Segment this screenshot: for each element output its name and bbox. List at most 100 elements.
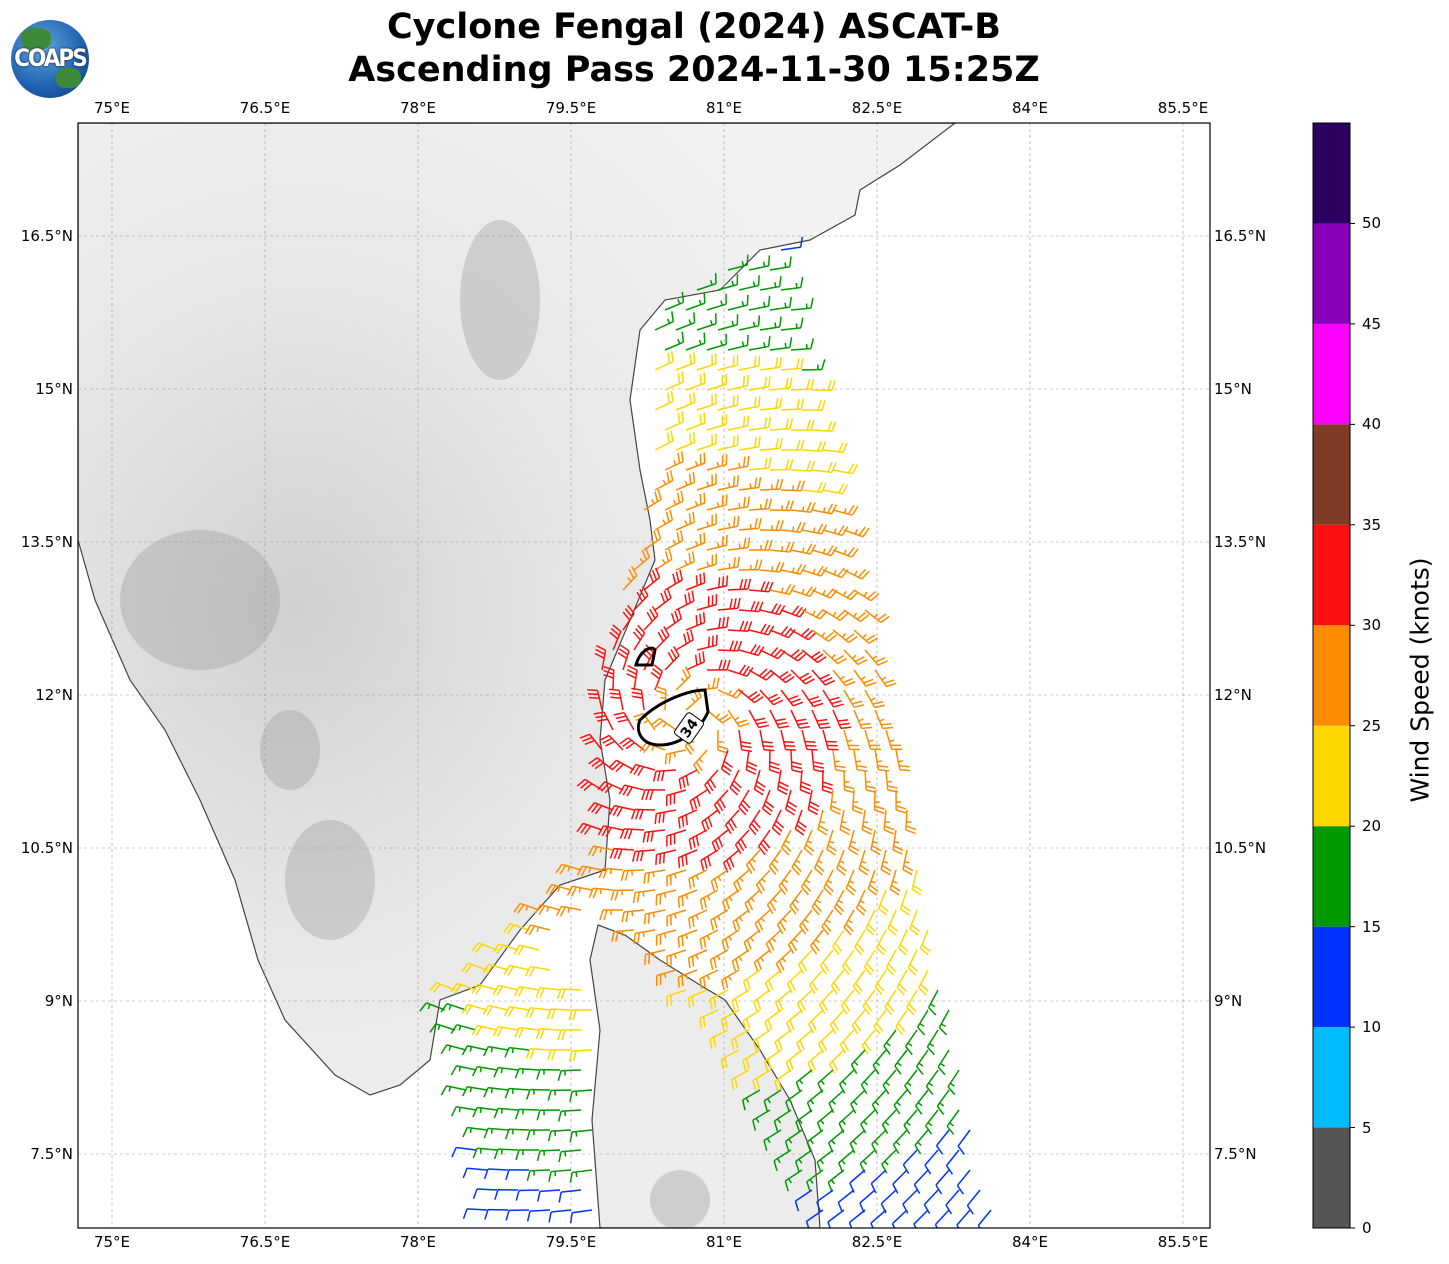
wind-barb — [588, 757, 614, 771]
wind-barb — [503, 923, 530, 934]
wind-barb — [738, 729, 753, 753]
wind-barb — [576, 822, 603, 835]
wind-barb — [642, 829, 666, 843]
wind-barb — [865, 909, 876, 936]
wind-barb — [599, 734, 624, 751]
wind-barb — [655, 969, 677, 986]
wind-barb — [664, 490, 684, 511]
wind-barb — [717, 688, 744, 699]
wind-barb — [503, 964, 530, 976]
wind-barb — [664, 411, 684, 431]
wind-barb — [547, 1129, 572, 1142]
wind-barb — [902, 1189, 918, 1214]
wind-barb — [622, 604, 635, 631]
wind-barb — [769, 500, 794, 512]
wind-barb — [524, 924, 551, 936]
wind-barb — [419, 1002, 446, 1012]
wind-barb — [773, 1109, 792, 1132]
wind-barb — [440, 1085, 467, 1096]
wind-barb — [729, 769, 742, 796]
wind-barb — [934, 1209, 950, 1228]
wind-barb — [493, 1066, 519, 1078]
wind-barb — [843, 569, 870, 580]
wind-barb — [505, 1169, 530, 1181]
wind-barb — [738, 477, 762, 491]
wind-barb — [832, 463, 859, 475]
wind-barb — [759, 397, 783, 411]
wind-barb — [742, 1009, 761, 1032]
wind-barb — [853, 629, 879, 645]
lat-tick-right: 16.5°N — [1214, 227, 1267, 245]
wind-barb — [883, 1029, 897, 1055]
wind-barb — [706, 293, 727, 311]
wind-barb — [721, 969, 740, 991]
wind-barb — [884, 989, 897, 1016]
wind-barb — [472, 1147, 498, 1159]
wind-barb — [864, 609, 890, 624]
wind-barb — [780, 521, 806, 533]
wind-barb — [675, 511, 696, 531]
wind-barb — [839, 1069, 855, 1094]
wind-barb — [843, 526, 870, 538]
wind-barb — [727, 664, 754, 677]
wind-barb — [858, 849, 870, 876]
wind-barb — [753, 989, 771, 1012]
wind-barb — [907, 949, 919, 976]
wind-barb — [816, 1149, 834, 1173]
wind-barb — [675, 392, 696, 411]
wind-barb — [748, 457, 772, 471]
wind-barb — [727, 709, 750, 728]
wind-barb — [801, 481, 827, 494]
wind-barb — [870, 829, 882, 856]
wind-barb — [471, 1024, 498, 1036]
wind-barb — [727, 334, 749, 351]
wind-barb — [776, 909, 792, 935]
wind-barb — [566, 885, 593, 897]
wind-barb — [633, 547, 651, 571]
terrain-shading — [260, 710, 320, 790]
wind-barb — [911, 869, 923, 896]
wind-barb — [763, 1129, 782, 1151]
wind-barb — [696, 273, 717, 291]
wind-barb — [752, 1029, 771, 1052]
wind-barb — [769, 709, 790, 729]
wind-barb — [547, 1089, 572, 1101]
wind-barb — [724, 809, 740, 835]
colorbar-bin — [1313, 1127, 1350, 1228]
wind-barb — [768, 749, 780, 774]
wind-barb — [450, 1105, 477, 1117]
wind-barb — [874, 669, 897, 688]
wind-barb — [896, 969, 908, 996]
wind-barb — [664, 646, 680, 671]
wind-barb — [872, 1049, 887, 1075]
wind-barb — [752, 1109, 771, 1131]
wind-barb — [918, 969, 929, 996]
wind-barb — [769, 669, 795, 684]
wind-barb — [675, 352, 696, 371]
wind-barb — [759, 478, 784, 491]
wind-barb — [759, 729, 775, 752]
colorbar-bin — [1313, 123, 1350, 224]
wind-barb — [843, 649, 868, 666]
lat-tick-left: 15°N — [35, 380, 73, 398]
wind-barb — [748, 539, 773, 551]
wind-barb — [504, 1087, 530, 1099]
wind-barb — [720, 749, 734, 776]
wind-barb — [759, 356, 783, 371]
wind-barb — [557, 1109, 582, 1122]
wind-barb — [764, 1009, 782, 1033]
wind-barb — [654, 470, 674, 491]
wind-barb — [731, 989, 750, 1011]
wind-barb — [773, 1149, 792, 1171]
wind-barb — [753, 949, 771, 973]
wind-barb — [852, 969, 866, 995]
wind-barb — [790, 627, 817, 641]
wind-barb — [769, 337, 793, 351]
logo-text: COAPS — [14, 44, 88, 72]
wind-barb — [937, 1049, 950, 1076]
wind-barb — [821, 769, 833, 794]
wind-barb — [956, 1209, 971, 1228]
colorbar-tick: 35 — [1362, 515, 1382, 534]
wind-barb — [748, 335, 771, 351]
wind-barb — [493, 1148, 519, 1160]
